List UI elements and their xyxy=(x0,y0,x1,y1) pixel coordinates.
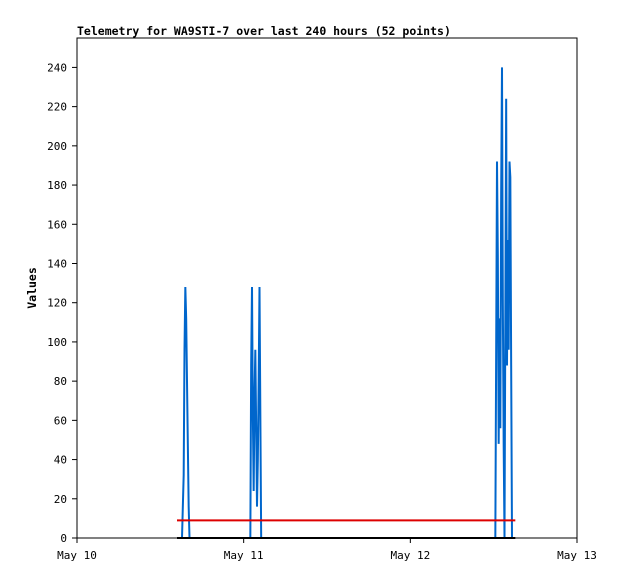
y-tick-label: 120 xyxy=(47,297,67,310)
y-axis-ticks: 0 20 40 60 80 100 120 140 160 180 200 220 240 xyxy=(47,61,77,545)
x-tick-label: May 11 xyxy=(224,549,264,562)
chart-title: Telemetry for WA9STI-7 over last 240 hou… xyxy=(77,24,451,38)
x-tick-label: May 10 xyxy=(57,549,97,562)
y-tick-label: 140 xyxy=(47,257,67,270)
x-axis-ticks: May 10 May 11 May 12 May 13 xyxy=(57,538,597,562)
y-tick-label: 100 xyxy=(47,336,67,349)
y-tick-label: 80 xyxy=(54,375,67,388)
y-tick-label: 40 xyxy=(54,454,67,467)
y-tick-label: 220 xyxy=(47,101,67,114)
y-axis-label: Values xyxy=(25,267,39,309)
y-tick-label: 160 xyxy=(47,218,67,231)
y-tick-label: 200 xyxy=(47,140,67,153)
y-tick-label: 20 xyxy=(54,493,67,506)
y-tick-label: 0 xyxy=(60,532,67,545)
y-tick-label: 240 xyxy=(47,61,67,74)
y-tick-label: 180 xyxy=(47,179,67,192)
x-tick-label: May 13 xyxy=(557,549,597,562)
series-line-0 xyxy=(181,67,514,539)
x-tick-label: May 12 xyxy=(390,549,430,562)
series-layer xyxy=(177,67,516,539)
y-tick-label: 60 xyxy=(54,414,67,427)
